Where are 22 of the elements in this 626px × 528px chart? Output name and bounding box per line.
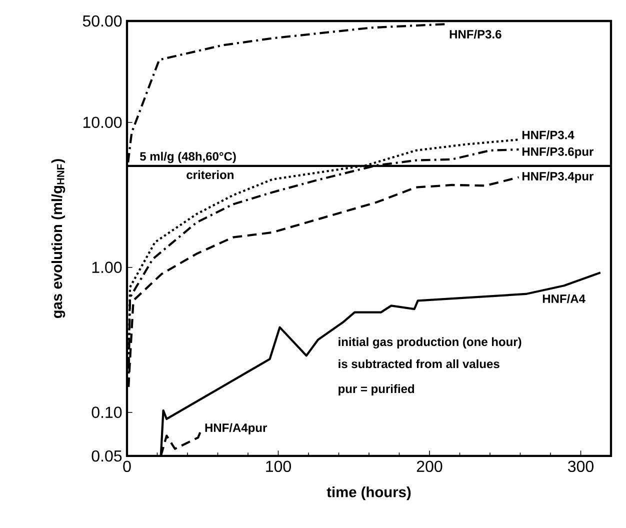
y-tick-label: 0.10 [92, 406, 122, 418]
y-axis-title: gas evolution (ml/g$_{HNF}$) [51, 159, 66, 318]
y-tick-label: 1.00 [92, 262, 122, 273]
series-label: HNF/A4pur [205, 423, 267, 434]
series-label: HNF/P3.6 [450, 30, 502, 39]
series-label: HNF/A4 [542, 294, 586, 304]
annotation: pur = purified [338, 384, 414, 396]
x-tick-label: 300 [568, 460, 594, 472]
y-tick-label: 10.00 [83, 116, 122, 128]
series-label: HNF/P3.4 [522, 130, 574, 140]
annotation: initial gas production (one hour) [338, 337, 522, 349]
x-tick-label: 200 [416, 460, 442, 472]
y-tick-label: 0.05 [92, 450, 122, 462]
series-label: HNF/P3.6pur [522, 147, 594, 158]
annotation: criterion [186, 170, 234, 180]
series-label: HNF/P3.4pur [522, 172, 594, 183]
x-tick-label: 100 [266, 460, 291, 472]
ref-line-label: 5 ml/g (48h,60°C) [140, 152, 236, 164]
x-tick-label: 0 [123, 460, 131, 472]
y-tick-label: 50.00 [82, 15, 122, 27]
x-axis-title: time (hours) [326, 486, 411, 500]
annotation: is subtracted from all values [338, 359, 500, 368]
